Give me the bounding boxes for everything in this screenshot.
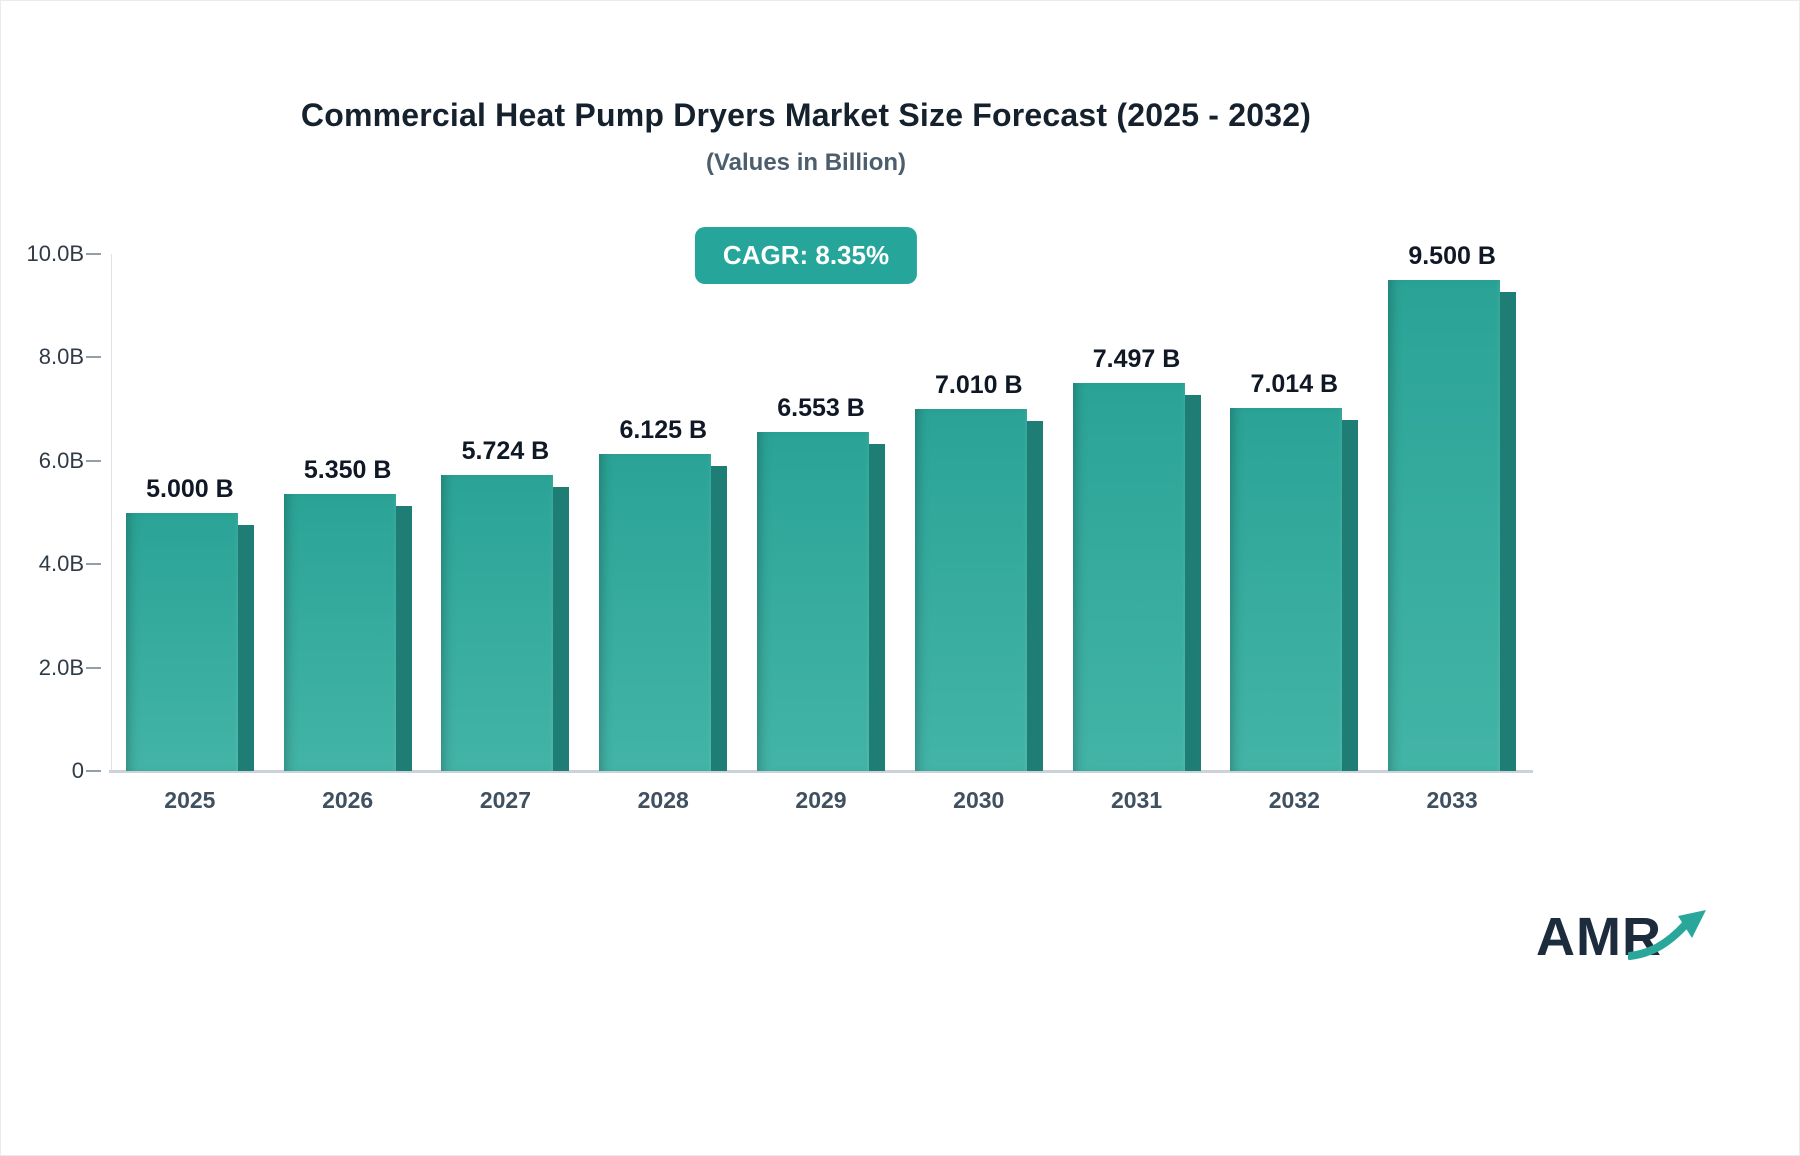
y-tick-label: 4.0B [38, 551, 84, 577]
bar-value-label: 6.125 B [619, 416, 707, 445]
y-tick-mark [86, 770, 101, 772]
bar [441, 475, 554, 771]
bar [283, 494, 396, 771]
x-axis-label: 2026 [322, 787, 374, 813]
bar-value-label: 7.010 B [934, 370, 1023, 399]
y-axis-line [111, 254, 112, 771]
bar-side-face [1026, 420, 1043, 771]
bar-side-face [553, 487, 570, 771]
y-tick-label: 6.0B [38, 447, 84, 473]
x-axis-label: 2031 [1110, 787, 1163, 813]
y-tick-label: 2.0B [38, 654, 84, 680]
bar [757, 432, 869, 771]
bar-value-label: 9.500 B [1408, 241, 1496, 270]
bar-side-face [237, 524, 254, 771]
x-axis-label: 2030 [953, 787, 1005, 813]
bar-value-label: 5.350 B [303, 456, 392, 485]
x-axis-label: 2025 [164, 787, 216, 813]
plot-area: 0 2.0B 4.0B 6.0B 8.0B 10.0B 5.000 B 2025 5.350 B… [27, 241, 1533, 813]
y-tick-mark [86, 356, 101, 359]
y-tick-mark [86, 253, 101, 255]
bar-side-face [711, 466, 728, 771]
bar-value-label: 6.553 B [777, 394, 865, 423]
bar-value-label: 5.000 B [146, 474, 234, 503]
bar-side-face [1342, 420, 1359, 771]
x-axis-label: 2033 [1426, 787, 1478, 813]
bar-value-label: 7.014 B [1250, 370, 1339, 399]
amr-logo: AMR [1536, 906, 1708, 968]
bar [1388, 279, 1501, 771]
x-axis-label: 2027 [479, 787, 532, 813]
y-tick-mark [86, 459, 101, 462]
y-tick-label: 0 [71, 758, 84, 783]
bar-value-label: 5.724 B [461, 437, 550, 466]
bar-side-face [1184, 395, 1201, 771]
x-axis-line [109, 770, 1533, 773]
x-axis-label: 2028 [637, 787, 689, 813]
bar-side-face [395, 506, 412, 771]
bar [1230, 408, 1343, 771]
bar-side-face [869, 444, 885, 771]
y-tick-label: 10.0B [26, 241, 85, 266]
bar [1072, 383, 1185, 771]
bar-side-face [1500, 291, 1517, 771]
x-axis-label: 2029 [795, 787, 847, 813]
x-axis-label: 2032 [1268, 787, 1320, 813]
bar [914, 408, 1027, 771]
chart-subtitle: (Values in Billion) [705, 149, 907, 176]
y-tick-label: 8.0B [38, 344, 84, 370]
growth-arrow-icon [1627, 910, 1706, 960]
cagr-badge: CAGR: 8.35% [694, 227, 918, 284]
bar [599, 454, 712, 771]
bar [125, 512, 238, 771]
y-tick-mark [86, 666, 101, 669]
y-tick-mark [86, 563, 101, 566]
bar-value-label: 7.497 B [1092, 345, 1181, 374]
chart-title: Commercial Heat Pump Dryers Market Size … [300, 97, 1312, 133]
